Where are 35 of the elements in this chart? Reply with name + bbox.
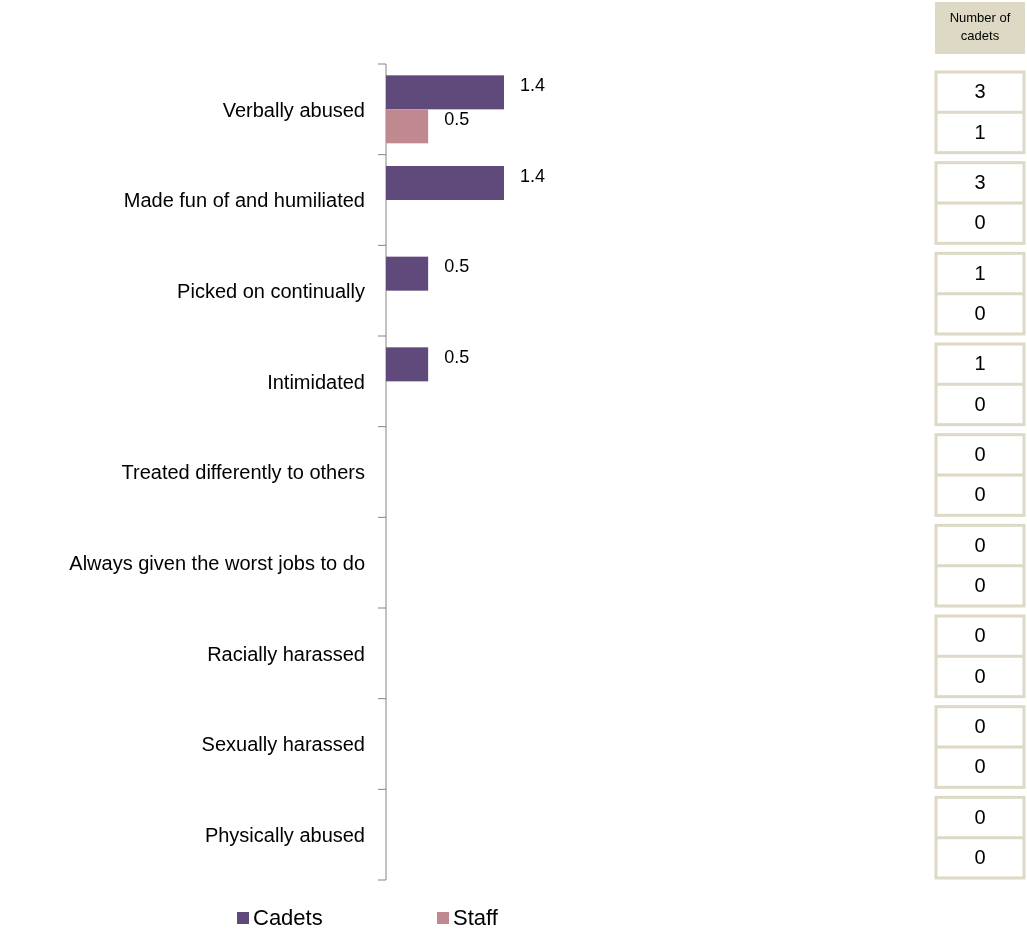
text: 0 [974,302,986,325]
data-label: 0.5 [444,256,470,277]
y-tick-label: Physically abused [204,823,365,846]
text: 0 [974,624,986,647]
y-tick-label: Sexually harassed [201,733,365,756]
y-tick-label: Racially harassed [207,642,365,665]
text: 0 [974,392,986,415]
text: 3 [974,171,986,194]
y-tick-label: Intimidated [267,370,365,393]
data-label: 0.5 [444,109,470,130]
y-tick-label: Always given the worst jobs to do [69,551,365,574]
data-label: 1.4 [520,165,546,186]
data-label: 0.5 [444,347,470,368]
text: Number of cadets [949,10,1011,43]
text: 0 [974,755,986,778]
text: 3 [974,80,986,103]
text: 1 [974,261,986,284]
y-tick-label: Verbally abused [222,98,365,121]
data-label: 1.4 [520,75,546,96]
y-tick-label: Treated differently to others [121,461,365,484]
y-tick-label: Made fun of and humiliated [123,189,365,212]
text: 0 [974,574,986,597]
y-tick-label: Picked on continually [177,279,365,302]
text: 1 [974,120,986,143]
text: 0 [974,533,986,556]
text: 0 [974,715,986,738]
text: 0 [974,805,986,828]
text: 0 [974,664,986,687]
text: 0 [974,211,986,234]
legend-label: Cadets [253,904,323,930]
text: 0 [974,846,986,869]
text: 1 [974,352,986,375]
text: 0 [974,443,986,466]
text: 0 [974,483,986,506]
legend-label: Staff [453,904,499,930]
